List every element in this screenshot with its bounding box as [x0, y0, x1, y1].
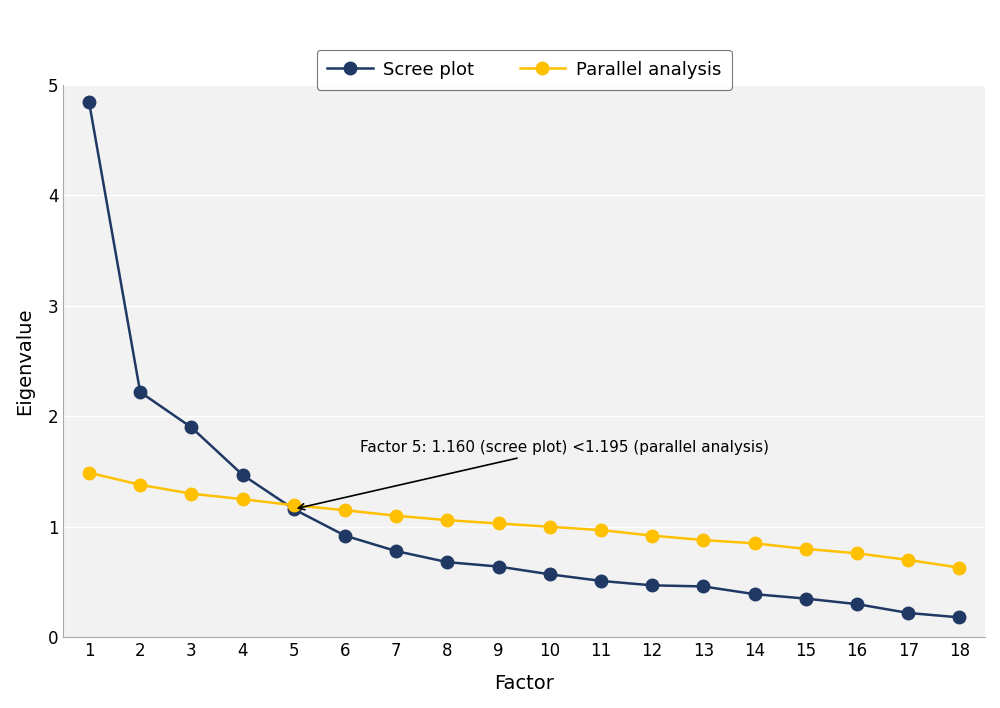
Scree plot [800, 594, 812, 603]
Scree plot [697, 582, 709, 590]
Parallel analysis [646, 532, 658, 540]
Scree plot [339, 532, 351, 540]
Scree plot [83, 97, 95, 105]
Scree plot [288, 505, 300, 513]
Parallel analysis [390, 511, 402, 520]
Scree plot [902, 609, 914, 617]
Parallel analysis [902, 556, 914, 564]
Parallel analysis [953, 564, 965, 572]
Scree plot [544, 570, 556, 578]
Parallel analysis [697, 536, 709, 544]
Parallel analysis [339, 506, 351, 515]
Parallel analysis [185, 489, 197, 498]
Parallel analysis [595, 526, 607, 535]
Parallel analysis [441, 516, 453, 525]
Scree plot [390, 547, 402, 555]
Scree plot [185, 423, 197, 432]
Scree plot [595, 577, 607, 586]
Parallel analysis [134, 481, 146, 489]
Scree plot [646, 581, 658, 590]
Line: Parallel analysis: Parallel analysis [83, 467, 966, 574]
Scree plot [134, 388, 146, 396]
Parallel analysis [800, 544, 812, 553]
Parallel analysis [288, 501, 300, 510]
Scree plot [749, 590, 761, 598]
Parallel analysis [851, 549, 863, 558]
Parallel analysis [493, 519, 505, 527]
Scree plot [953, 613, 965, 622]
Parallel analysis [544, 523, 556, 531]
Line: Scree plot: Scree plot [83, 96, 966, 624]
X-axis label: Factor: Factor [494, 674, 554, 693]
Scree plot [441, 558, 453, 566]
Parallel analysis [749, 539, 761, 547]
Scree plot [851, 600, 863, 608]
Parallel analysis [237, 495, 249, 503]
Scree plot [237, 471, 249, 479]
Legend: Scree plot, Parallel analysis: Scree plot, Parallel analysis [317, 50, 732, 90]
Scree plot [493, 562, 505, 571]
Parallel analysis [83, 469, 95, 477]
Y-axis label: Eigenvalue: Eigenvalue [15, 307, 34, 415]
Text: Factor 5: 1.160 (scree plot) <1.195 (parallel analysis): Factor 5: 1.160 (scree plot) <1.195 (par… [298, 440, 769, 510]
